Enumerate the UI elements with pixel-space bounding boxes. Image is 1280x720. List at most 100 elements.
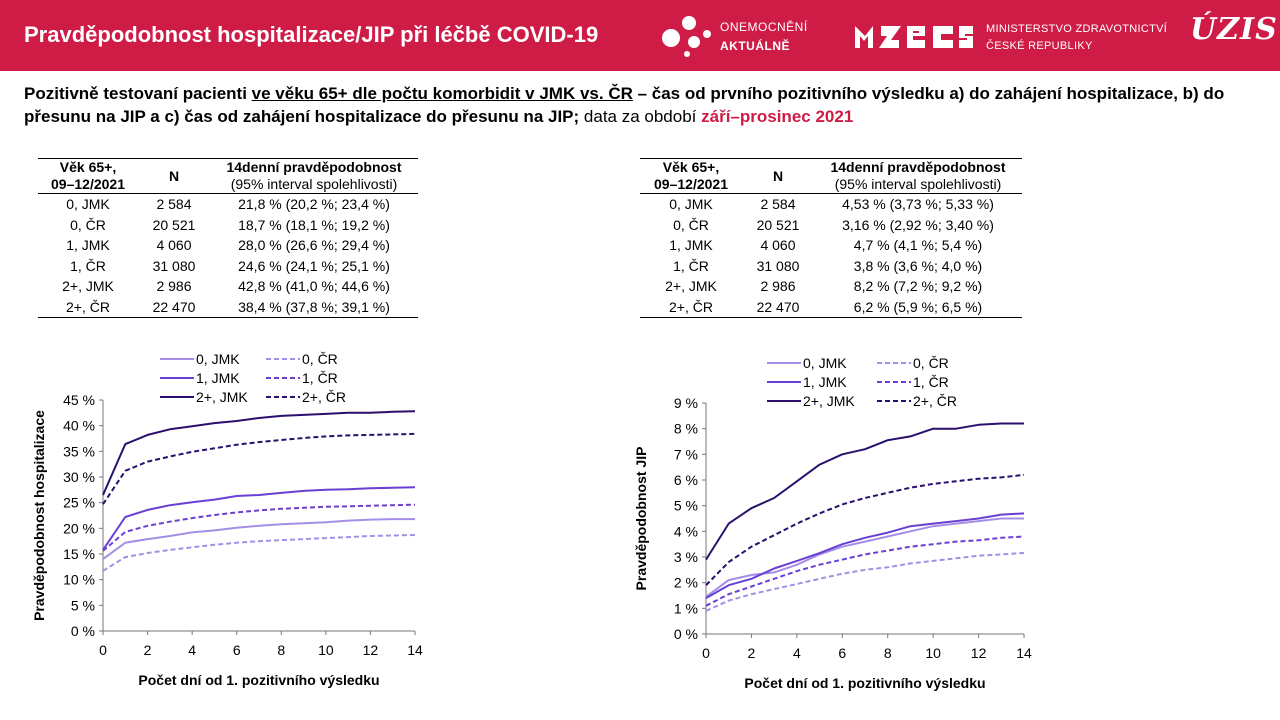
onemocneni-aktualne-logo-icon: [662, 16, 711, 57]
cell-prob: 8,2 % (7,2 %; 9,2 %): [853, 278, 983, 294]
y-tick-label: 0 %: [71, 623, 95, 639]
y-tick-label: 5 %: [71, 597, 95, 613]
series-line-0: [102, 518, 415, 560]
slide-subtitle: Pozitivně testovaní pacienti ve věku 65+…: [24, 82, 1264, 128]
table-row: 2+, ČR 22 470 6,2 % (5,9 %; 6,5 %): [640, 297, 1022, 318]
x-tick-label: 0: [702, 645, 710, 661]
cell-group: 2+, ČR: [669, 298, 713, 315]
y-tick-label: 25 %: [63, 495, 95, 511]
table-row: 1, ČR 31 080 3,8 % (3,6 %; 4,0 %): [640, 256, 1022, 277]
cell-prob: 4,53 % (3,73 %; 5,33 %): [842, 196, 994, 212]
series-line-5: [102, 432, 416, 505]
mzcr-line1: MINISTERSTVO ZDRAVOTNICTVÍ: [986, 23, 1168, 35]
series-line-2: [705, 512, 1025, 599]
cell-group: 1, ČR: [673, 257, 709, 274]
header-prob-line2: (95% interval spolehlivosti): [834, 176, 1002, 192]
x-tick-label: 8: [884, 645, 892, 661]
cell-group: 0, JMK: [66, 196, 110, 212]
y-tick-label: 2 %: [674, 575, 698, 591]
x-tick-label: 12: [363, 642, 379, 658]
x-tick-label: 10: [925, 645, 941, 661]
series-line-0: [705, 517, 1024, 598]
table-row: 0, ČR 20 521 3,16 % (2,92 %; 3,40 %): [640, 215, 1022, 236]
y-tick-label: 30 %: [63, 469, 95, 485]
x-tick-label: 0: [99, 642, 107, 658]
cell-prob: 42,8 % (41,0 %; 44,6 %): [238, 278, 390, 294]
x-tick-label: 4: [188, 642, 196, 658]
series-line-4: [705, 422, 1024, 561]
table-row: 1, JMK 4 060 4,7 % (4,1 %; 5,4 %): [640, 235, 1022, 256]
mzcr-line2: ČESKÉ REPUBLIKY: [986, 40, 1093, 52]
series-line-3: [102, 503, 416, 552]
header-group: Věk 65+, 09–12/2021: [640, 159, 742, 194]
y-tick-label: 7 %: [674, 446, 698, 462]
legend-label: 0, JMK: [196, 351, 240, 367]
cell-n: 2 986: [156, 278, 192, 294]
x-tick-label: 8: [277, 642, 285, 658]
subtitle-period: září–prosinec 2021: [701, 107, 854, 126]
y-tick-label: 15 %: [63, 546, 95, 562]
table-row: 2+, JMK 2 986 42,8 % (41,0 %; 44,6 %): [38, 276, 418, 297]
cell-n: 4 060: [156, 237, 192, 253]
x-tick-label: 14: [407, 642, 423, 658]
header-prob: 14denní pravděpodobnost (95% interval spo…: [210, 159, 418, 194]
cell-prob: 21,8 % (20,2 %; 23,4 %): [238, 196, 390, 212]
y-axis-title: Pravděpodobnost JIP: [633, 447, 649, 591]
legend-label: 2+, ČR: [913, 393, 957, 409]
table-row: 2+, ČR 22 470 38,4 % (37,8 %; 39,1 %): [38, 297, 418, 318]
y-tick-label: 1 %: [674, 600, 698, 616]
x-axis-title: Počet dní od 1. pozitivního výsledku: [138, 672, 379, 688]
cell-prob: 3,16 % (2,92 %; 3,40 %): [842, 216, 994, 233]
header-group-line1: Věk 65+,: [662, 159, 720, 175]
cell-group: 0, ČR: [673, 216, 709, 233]
legend-label: 1, ČR: [913, 374, 949, 390]
x-tick-label: 6: [233, 642, 241, 658]
cell-prob: 38,4 % (37,8 %; 39,1 %): [238, 298, 390, 315]
legend-label: 2+, JMK: [803, 393, 855, 409]
legend-label: 0, ČR: [302, 351, 338, 367]
x-tick-label: 6: [838, 645, 846, 661]
cell-prob: 4,7 % (4,1 %; 5,4 %): [853, 237, 983, 253]
cell-n: 4 060: [760, 237, 796, 253]
table-header-row: Věk 65+, 09–12/2021 N 14denní pravděpodob…: [38, 158, 418, 194]
header-group-line2: 09–12/2021: [51, 176, 125, 192]
y-tick-label: 40 %: [63, 418, 95, 434]
series-line-3: [705, 535, 1025, 607]
cell-n: 2 584: [760, 196, 796, 212]
hospitalization-table: Věk 65+, 09–12/2021 N 14denní pravděpodob…: [38, 158, 418, 318]
cell-n: 2 584: [156, 196, 192, 212]
header-n: N: [772, 167, 784, 184]
cell-prob: 28,0 % (26,6 %; 29,4 %): [238, 237, 390, 253]
legend-label: 1, ČR: [302, 370, 338, 386]
icu-table: Věk 65+, 09–12/2021 N 14denní pravděpodob…: [640, 158, 1022, 318]
uzis-logo: ÚZIS: [1190, 12, 1278, 47]
cell-n: 31 080: [152, 257, 196, 274]
y-tick-label: 5 %: [674, 498, 698, 514]
series-line-5: [705, 473, 1025, 586]
cell-prob: 18,7 % (18,1 %; 19,2 %): [238, 216, 390, 233]
cell-group: 1, ČR: [70, 257, 106, 274]
subtitle-part2: ve věku 65+ dle počtu komorbidit v JMK v…: [251, 84, 633, 103]
table-row: 2+, JMK 2 986 8,2 % (7,2 %; 9,2 %): [640, 276, 1022, 297]
page-title: Pravděpodobnost hospitalizace/JIP při lé…: [24, 22, 599, 47]
x-tick-label: 2: [748, 645, 756, 661]
cell-prob: 6,2 % (5,9 %; 6,5 %): [853, 298, 983, 315]
header-group: Věk 65+, 09–12/2021: [38, 159, 138, 194]
header-prob: 14denní pravděpodobnost (95% interval spo…: [814, 159, 1022, 194]
cell-n: 22 470: [756, 298, 800, 315]
y-tick-label: 4 %: [674, 523, 698, 539]
table-body: 0, JMK 2 584 4,53 % (3,73 %; 5,33 %) 0, ČR 2…: [640, 194, 1022, 318]
hospitalization-chart: 0 % 5 % 10 % 15 % 20 % 25 % 30 % 35 % 40 % 45 % 0 2…: [31, 351, 423, 688]
series-line-2: [102, 486, 416, 551]
series-line-4: [102, 410, 416, 496]
table-row: 1, JMK 4 060 28,0 % (26,6 %; 29,4 %): [38, 235, 418, 256]
header-n: N: [168, 167, 180, 184]
y-tick-label: 10 %: [63, 572, 95, 588]
legend-label: 1, JMK: [803, 374, 847, 390]
x-tick-label: 10: [318, 642, 334, 658]
cell-prob: 24,6 % (24,1 %; 25,1 %): [238, 257, 390, 274]
header-prob-line1: 14denní pravděpodobnost: [226, 159, 402, 175]
table-row: 1, ČR 31 080 24,6 % (24,1 %; 25,1 %): [38, 256, 418, 277]
subtitle-part1: Pozitivně testovaní pacienti: [24, 84, 252, 103]
